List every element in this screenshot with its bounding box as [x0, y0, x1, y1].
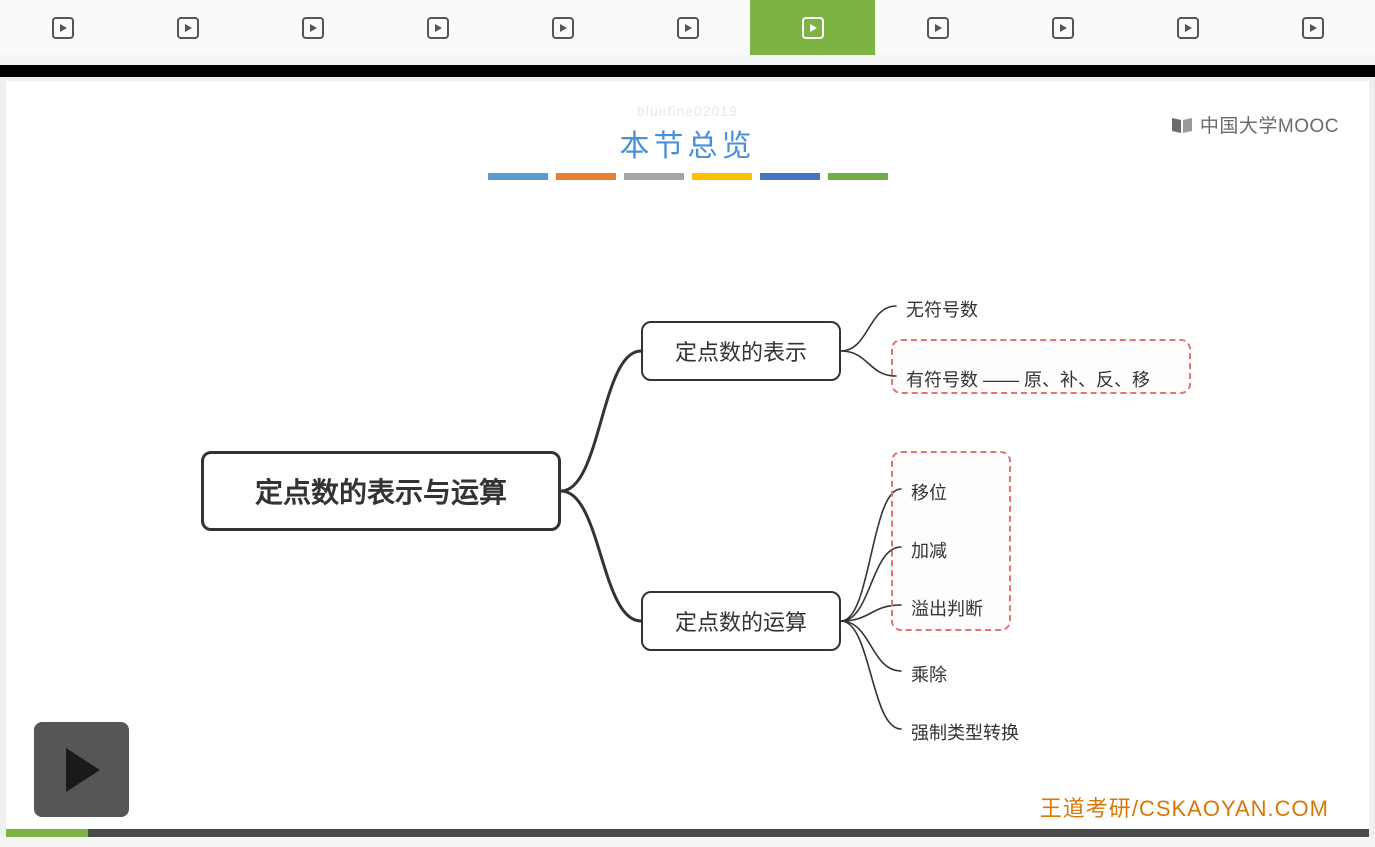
- play-button[interactable]: [34, 722, 129, 817]
- mindmap: 定点数的表示与运算 定点数的表示 无符号数有符号数 —— 原、补、反、移定点数的运算…: [191, 221, 1221, 781]
- mindmap-leaf-1-1: 加减: [911, 537, 947, 563]
- thumbnail-3[interactable]: [375, 0, 500, 55]
- play-icon: [1302, 17, 1324, 39]
- divider-strip: [0, 65, 1375, 77]
- slide-content: bluefine02019 中国大学MOOC 本节总览 定点数的表示与运算定点数…: [6, 81, 1369, 833]
- thumbnail-2[interactable]: [250, 0, 375, 55]
- play-icon: [302, 17, 324, 39]
- thumbnail-0[interactable]: [0, 0, 125, 55]
- play-icon: [61, 746, 103, 794]
- thumbnail-10[interactable]: [1250, 0, 1375, 55]
- play-icon: [427, 17, 449, 39]
- footer-text-1: 王道考研: [1040, 796, 1132, 821]
- slide-area: bluefine02019 中国大学MOOC 本节总览 定点数的表示与运算定点数…: [0, 77, 1375, 837]
- mindmap-leaf-1-2: 溢出判断: [911, 595, 983, 621]
- play-icon: [552, 17, 574, 39]
- thumbnail-9[interactable]: [1125, 0, 1250, 55]
- footer-text-2: CSKAOYAN.COM: [1139, 796, 1329, 821]
- mindmap-leaf-1-0: 移位: [911, 479, 947, 505]
- color-bar-4: [760, 173, 820, 180]
- mindmap-child-0: 定点数的表示: [641, 321, 841, 381]
- footer-sep: /: [1132, 796, 1139, 821]
- footer-credit: 王道考研/CSKAOYAN.COM: [1040, 791, 1329, 823]
- thumbnail-1[interactable]: [125, 0, 250, 55]
- color-bar-5: [828, 173, 888, 180]
- watermark: bluefine02019: [637, 103, 738, 119]
- mindmap-child-1: 定点数的运算: [641, 591, 841, 651]
- book-icon: [1170, 115, 1194, 135]
- progress-bar[interactable]: [6, 829, 1369, 837]
- mindmap-leaf-1-3: 乘除: [911, 661, 947, 687]
- thumbnail-8[interactable]: [1000, 0, 1125, 55]
- play-icon: [177, 17, 199, 39]
- color-bar-1: [556, 173, 616, 180]
- mindmap-root: 定点数的表示与运算: [201, 451, 561, 531]
- mindmap-leaf-0-1: 有符号数 —— 原、补、反、移: [906, 366, 1150, 392]
- thumbnail-4[interactable]: [500, 0, 625, 55]
- mindmap-leaf-1-4: 强制类型转换: [911, 719, 1019, 745]
- play-icon: [802, 17, 824, 39]
- color-bar-0: [488, 173, 548, 180]
- play-icon: [1052, 17, 1074, 39]
- play-icon: [1177, 17, 1199, 39]
- thumbnail-7[interactable]: [875, 0, 1000, 55]
- progress-fill: [6, 829, 88, 837]
- slide-title: 本节总览: [620, 121, 756, 165]
- mooc-logo-text: 中国大学MOOC: [1200, 111, 1339, 138]
- thumbnail-strip: [0, 0, 1375, 55]
- thumbnail-6[interactable]: [750, 0, 875, 55]
- color-bar-2: [624, 173, 684, 180]
- thumbnail-5[interactable]: [625, 0, 750, 55]
- play-icon: [927, 17, 949, 39]
- mindmap-leaf-0-0: 无符号数: [906, 296, 978, 322]
- mooc-logo: 中国大学MOOC: [1170, 111, 1339, 138]
- play-icon: [677, 17, 699, 39]
- color-bar-row: [488, 173, 888, 180]
- color-bar-3: [692, 173, 752, 180]
- play-icon: [52, 17, 74, 39]
